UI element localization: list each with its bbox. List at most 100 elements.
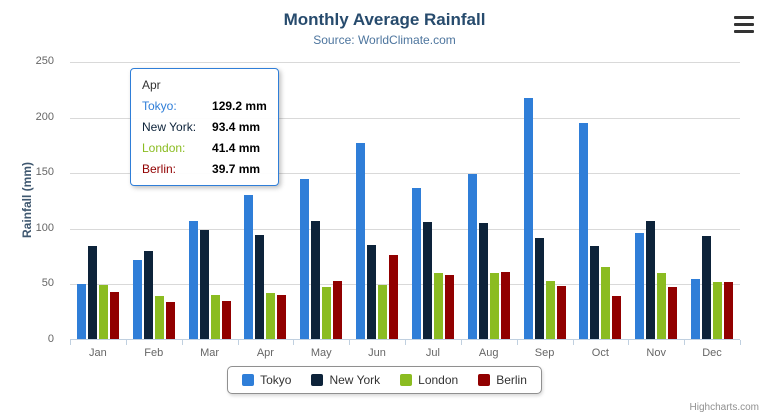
- gridline: [70, 228, 740, 230]
- bar-new-york-sep[interactable]: [534, 237, 544, 339]
- y-axis-labels: 0 50 100 150 200 250: [0, 55, 62, 345]
- bar-group-oct: [572, 62, 628, 339]
- bar-berlin-jul[interactable]: [444, 275, 454, 339]
- tooltip-series-value: 93.4 mm: [212, 120, 261, 134]
- bar-berlin-aug[interactable]: [500, 271, 510, 339]
- bar-london-mar[interactable]: [210, 295, 220, 339]
- bar-london-jul[interactable]: [433, 273, 443, 339]
- bar-london-may[interactable]: [322, 286, 332, 339]
- bar-london-sep[interactable]: [545, 280, 555, 339]
- bar-berlin-dec[interactable]: [724, 282, 734, 339]
- bar-berlin-may[interactable]: [333, 280, 343, 339]
- bar-new-york-jul[interactable]: [422, 222, 432, 339]
- x-axis-tick: [405, 340, 406, 345]
- bar-tokyo-aug[interactable]: [467, 173, 477, 339]
- legend-item-new-york[interactable]: New York: [311, 373, 380, 387]
- bar-group-nov: [628, 62, 684, 339]
- bar-new-york-dec[interactable]: [702, 236, 712, 339]
- bar-group-aug: [461, 62, 517, 339]
- legend-item-tokyo[interactable]: Tokyo: [242, 373, 291, 387]
- x-axis-label-dec: Dec: [702, 347, 722, 359]
- bar-new-york-jan[interactable]: [87, 246, 97, 339]
- x-axis-label-apr: Apr: [256, 347, 274, 359]
- bar-berlin-jan[interactable]: [109, 291, 119, 339]
- bar-tokyo-may[interactable]: [300, 178, 310, 339]
- bar-berlin-jun[interactable]: [389, 255, 399, 339]
- x-axis-tick: [125, 340, 127, 345]
- bar-tokyo-nov[interactable]: [635, 232, 645, 339]
- bar-berlin-mar[interactable]: [221, 300, 231, 339]
- bar-london-feb[interactable]: [154, 295, 164, 339]
- bar-new-york-apr[interactable]: [255, 235, 265, 339]
- credits-link[interactable]: Highcharts.com: [689, 402, 759, 413]
- bar-new-york-nov[interactable]: [646, 220, 656, 339]
- bar-tokyo-dec[interactable]: [691, 278, 701, 339]
- gridline: [70, 173, 740, 175]
- legend-label-tokyo: Tokyo: [260, 373, 292, 387]
- bar-berlin-sep[interactable]: [556, 286, 566, 339]
- bar-tokyo-oct[interactable]: [579, 123, 589, 339]
- bar-group-jan: [70, 62, 126, 339]
- chart-subtitle: Source: WorldClimate.com: [313, 33, 456, 47]
- bar-tokyo-jun[interactable]: [356, 143, 366, 339]
- y-axis-label: 150: [35, 166, 54, 179]
- x-axis-tick: [181, 340, 183, 345]
- bar-group-jun: [349, 62, 405, 339]
- bar-berlin-apr[interactable]: [277, 294, 287, 339]
- bar-groups: [70, 62, 740, 339]
- y-axis-label: 0: [47, 333, 54, 345]
- bar-london-aug[interactable]: [489, 272, 499, 339]
- bar-new-york-aug[interactable]: [478, 223, 488, 339]
- legend-symbol-tokyo: [242, 374, 255, 386]
- legend-symbol-berlin: [478, 374, 491, 386]
- x-axis-tick: [740, 340, 741, 345]
- y-axis-label: 250: [35, 55, 54, 67]
- x-axis-labels: Jan Feb Mar Apr May Jun Jul Aug Sep Oct Nov Dec: [70, 347, 740, 359]
- y-axis-label: 200: [35, 110, 54, 123]
- bar-london-apr[interactable]: [266, 293, 276, 339]
- bar-tokyo-mar[interactable]: [188, 220, 198, 339]
- x-axis-label-jan: Jan: [89, 347, 107, 359]
- bar-london-oct[interactable]: [601, 266, 611, 339]
- legend-item-london[interactable]: London: [400, 373, 458, 387]
- bar-new-york-jun[interactable]: [367, 245, 377, 339]
- tooltip-series-value: 41.4 mm: [212, 141, 261, 155]
- legend-item-berlin[interactable]: Berlin: [478, 373, 527, 387]
- x-axis-label-mar: Mar: [200, 347, 220, 359]
- legend-symbol-london: [400, 374, 413, 386]
- x-axis-tick: [684, 340, 686, 345]
- bar-london-jan[interactable]: [98, 284, 108, 339]
- x-axis-tick: [516, 340, 518, 345]
- bar-new-york-feb[interactable]: [143, 251, 153, 339]
- tooltip-series-name: New York:: [142, 120, 197, 134]
- x-axis-label-jul: Jul: [425, 347, 440, 359]
- hamburger-icon-line: [734, 23, 754, 26]
- bar-new-york-mar[interactable]: [199, 229, 209, 339]
- bar-berlin-nov[interactable]: [668, 287, 678, 339]
- bar-tokyo-sep[interactable]: [523, 98, 533, 339]
- x-axis-label-aug: Aug: [478, 347, 499, 359]
- tooltip-rows: Tokyo: 129.2 mm New York: 93.4 mm London: 41.…: [142, 99, 267, 176]
- bar-tokyo-jan[interactable]: [76, 283, 86, 339]
- x-axis-label-may: May: [310, 347, 332, 359]
- bar-new-york-oct[interactable]: [590, 246, 600, 339]
- bar-tokyo-feb[interactable]: [132, 259, 142, 339]
- tooltip-series-name: Tokyo:: [142, 99, 177, 113]
- bar-group-may: [293, 62, 349, 339]
- legend-label-london: London: [418, 373, 459, 387]
- bar-london-jun[interactable]: [378, 285, 388, 339]
- bar-berlin-feb[interactable]: [165, 302, 175, 339]
- bar-group-jul: [405, 62, 461, 339]
- x-axis-ticks: [70, 339, 741, 345]
- y-axis-label: 100: [35, 221, 54, 234]
- bar-london-nov[interactable]: [657, 273, 667, 339]
- tooltip-series-name: London:: [142, 141, 186, 155]
- bar-berlin-oct[interactable]: [612, 295, 622, 339]
- export-menu-button[interactable]: [731, 14, 757, 35]
- bar-tokyo-jul[interactable]: [411, 188, 421, 339]
- plot-area: [70, 62, 741, 345]
- bar-new-york-may[interactable]: [311, 221, 321, 339]
- bar-london-dec[interactable]: [713, 282, 723, 339]
- bar-tokyo-apr[interactable]: [244, 195, 254, 339]
- gridline: [70, 62, 740, 63]
